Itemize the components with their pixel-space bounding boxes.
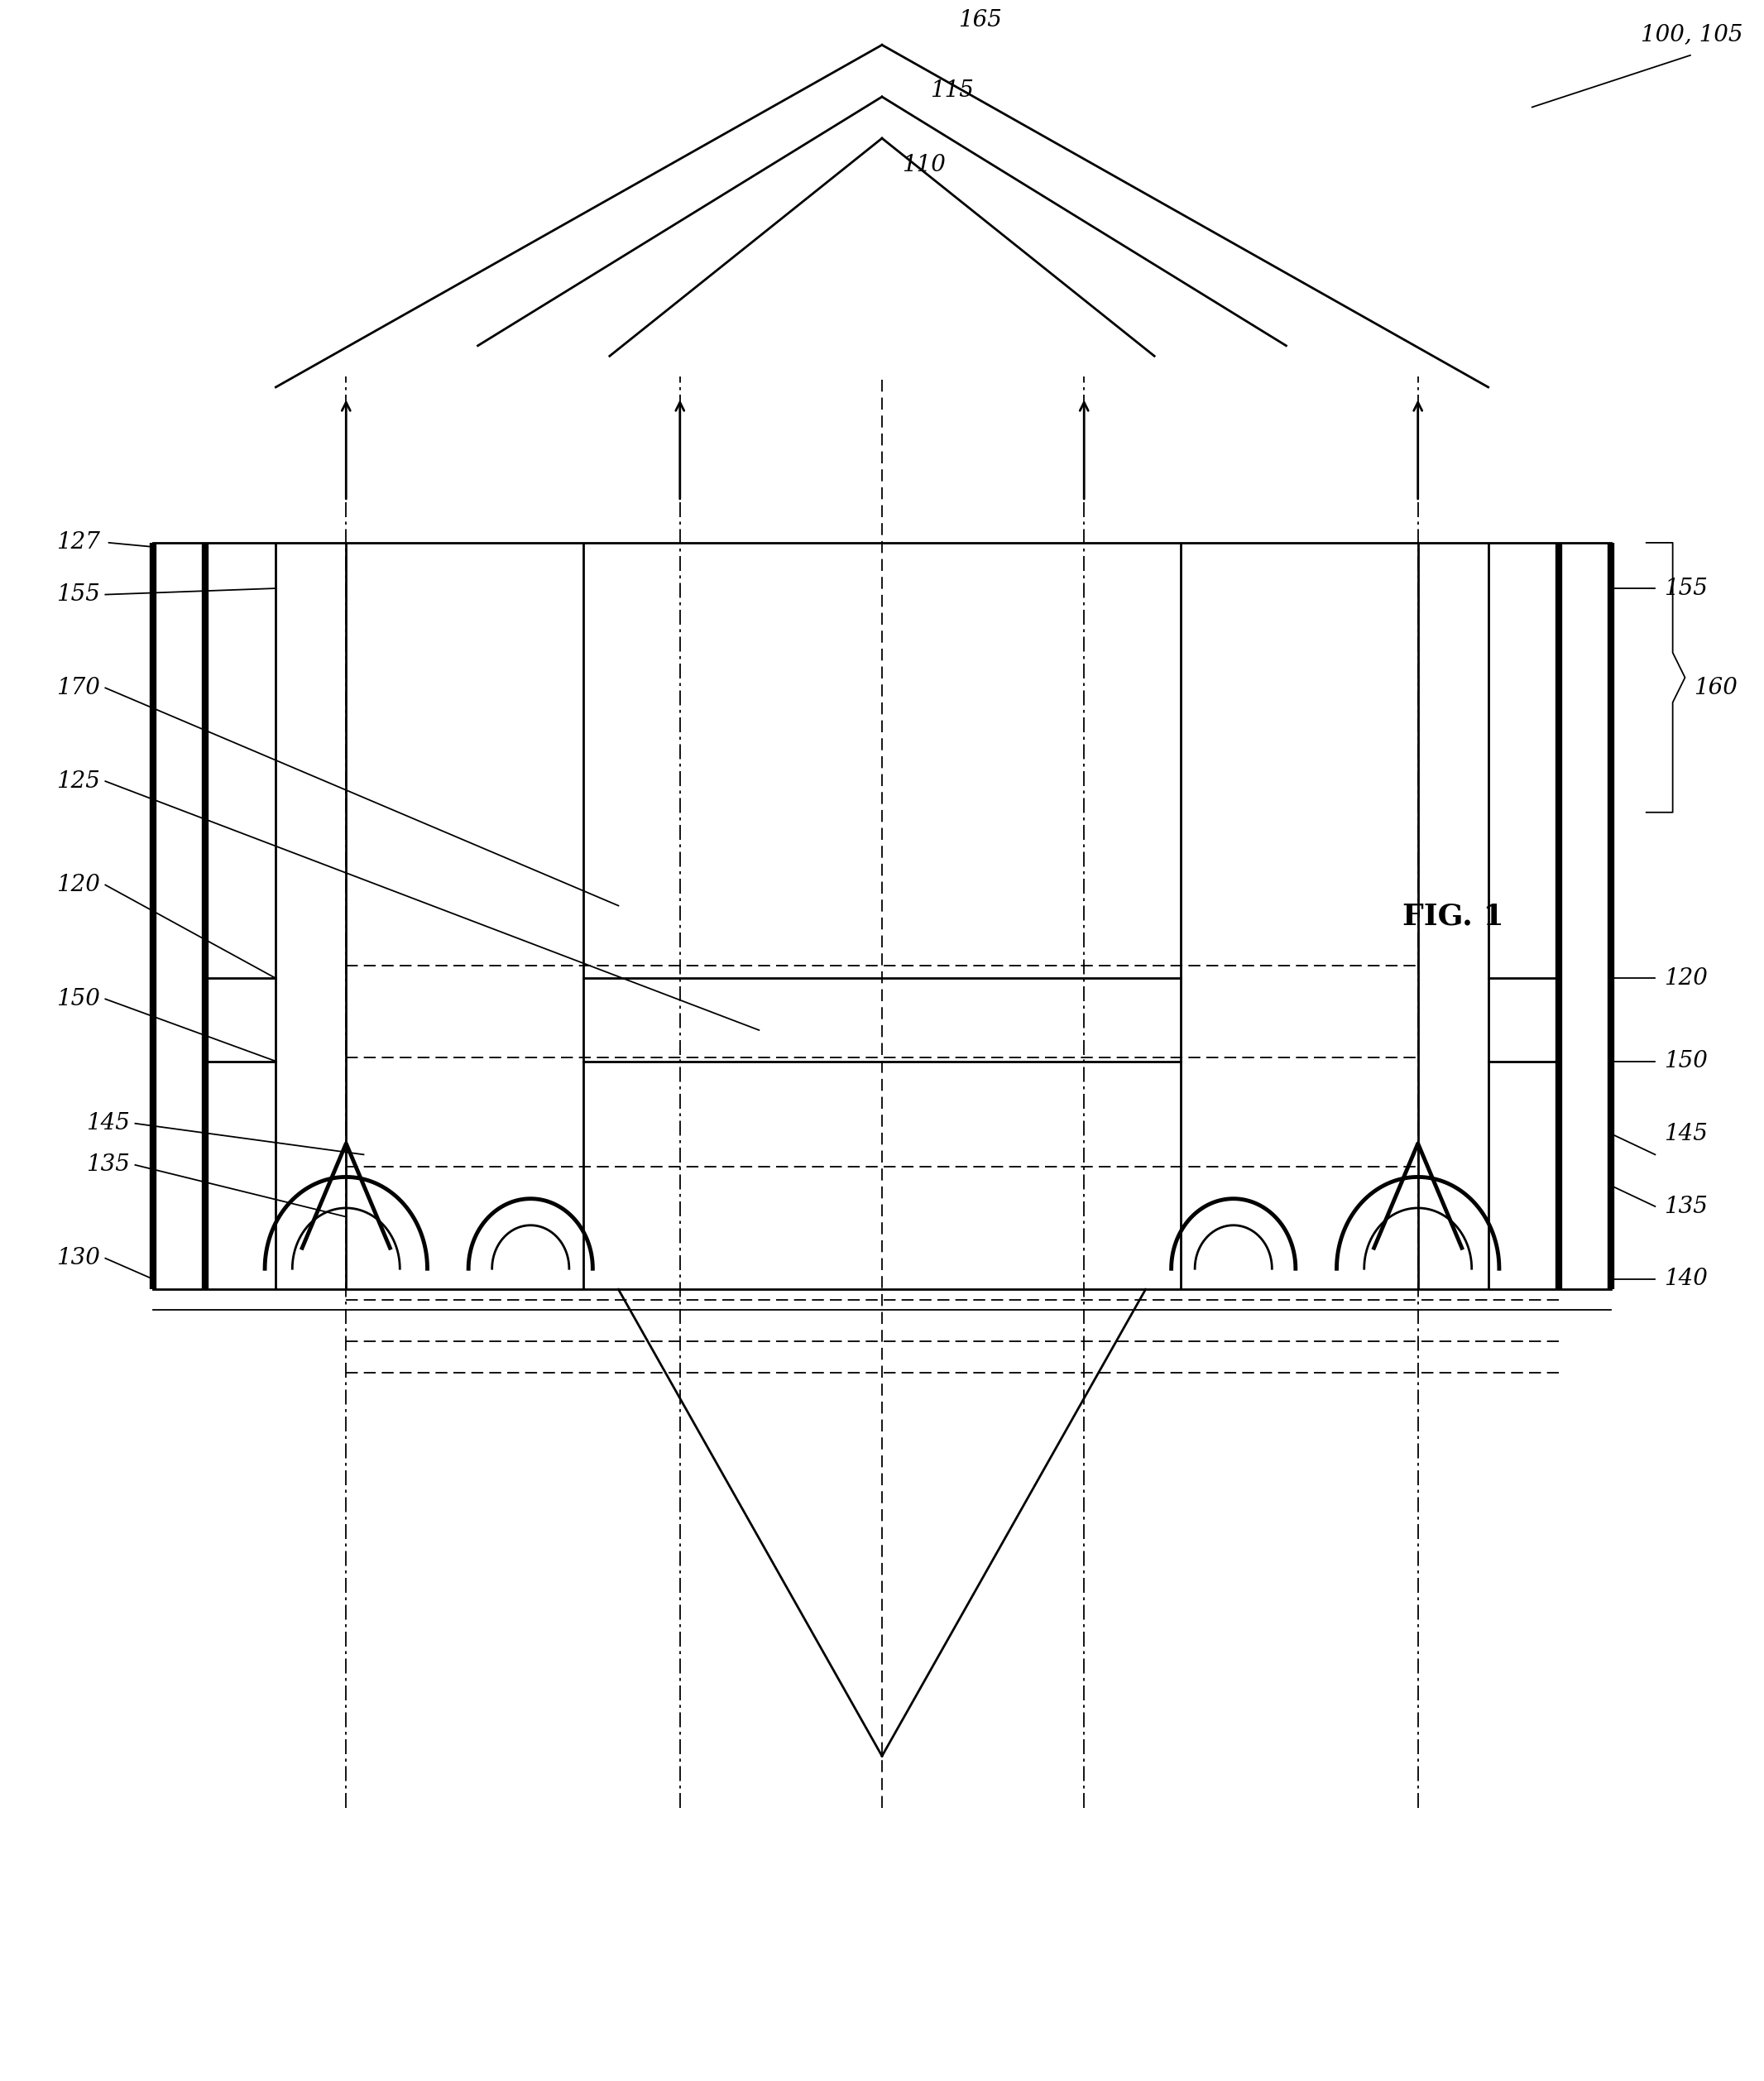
Text: 120: 120 xyxy=(1663,968,1708,988)
Text: 125: 125 xyxy=(56,770,101,793)
Text: 135: 135 xyxy=(1663,1194,1708,1217)
Text: 135: 135 xyxy=(86,1153,131,1176)
Text: 145: 145 xyxy=(86,1111,131,1134)
Text: 150: 150 xyxy=(1663,1051,1708,1072)
Text: 150: 150 xyxy=(56,988,101,1009)
Text: FIG. 1: FIG. 1 xyxy=(1402,901,1503,930)
Text: 100, 105: 100, 105 xyxy=(1641,23,1743,46)
Text: 127: 127 xyxy=(56,531,101,554)
Text: 155: 155 xyxy=(56,583,101,606)
Text: 145: 145 xyxy=(1663,1122,1708,1145)
Text: 120: 120 xyxy=(56,874,101,897)
Text: 115: 115 xyxy=(930,79,974,102)
Text: 130: 130 xyxy=(56,1247,101,1269)
Text: 170: 170 xyxy=(56,676,101,699)
Text: 110: 110 xyxy=(903,154,946,177)
Text: 140: 140 xyxy=(1663,1267,1708,1290)
Text: 165: 165 xyxy=(958,8,1002,31)
Text: 160: 160 xyxy=(1693,676,1738,699)
Text: 155: 155 xyxy=(1663,576,1708,599)
